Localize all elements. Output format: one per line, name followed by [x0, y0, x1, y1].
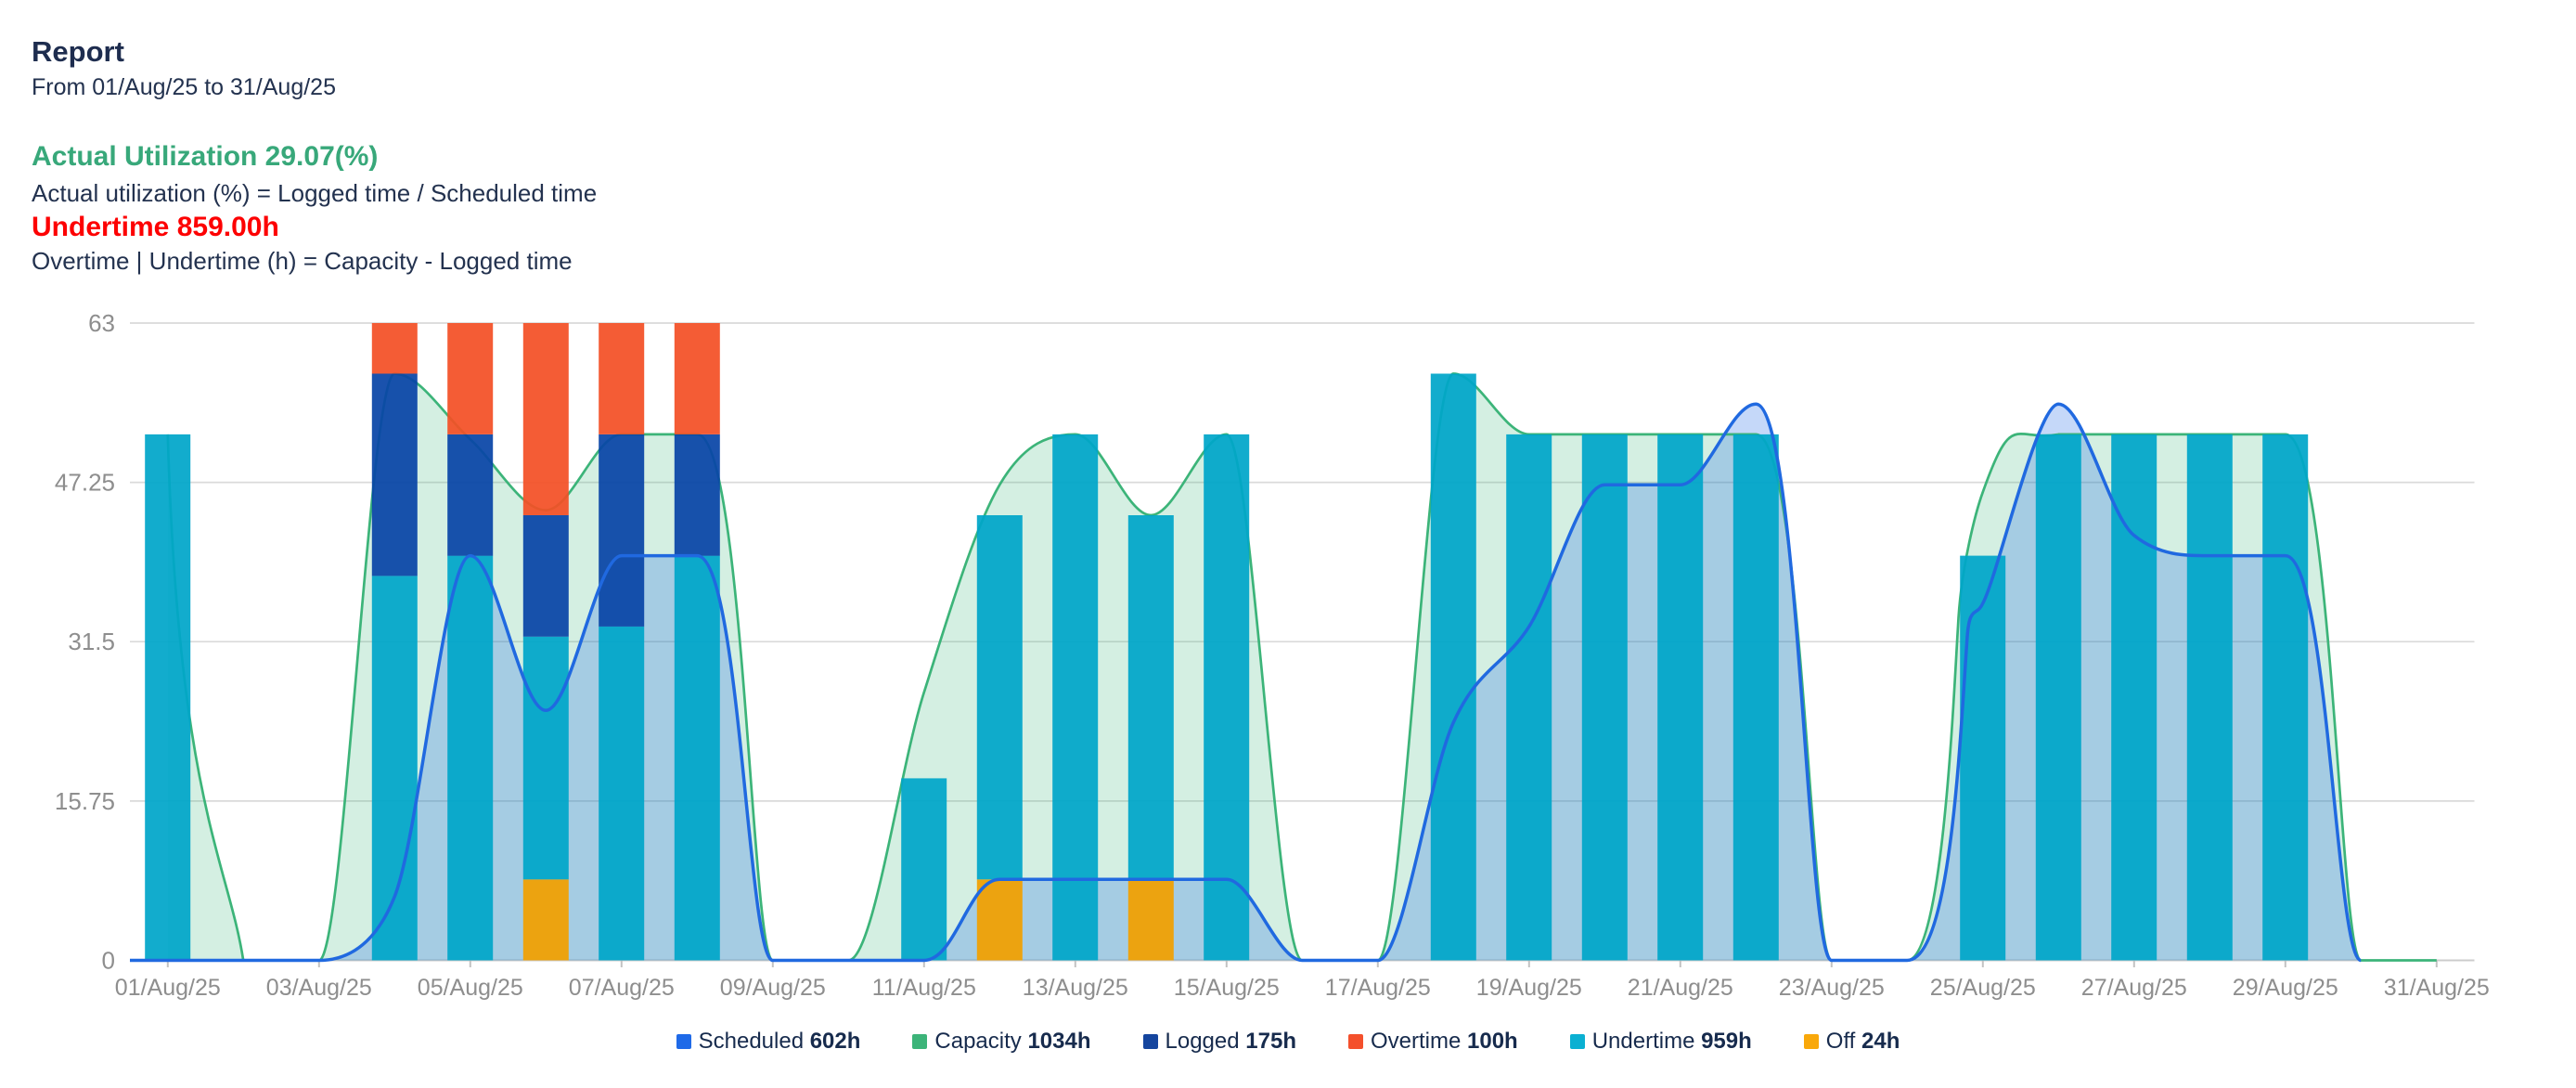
svg-text:25/Aug/25: 25/Aug/25 [1930, 975, 2036, 1001]
svg-text:19/Aug/25: 19/Aug/25 [1476, 975, 1582, 1001]
svg-text:21/Aug/25: 21/Aug/25 [1628, 975, 1733, 1001]
svg-text:27/Aug/25: 27/Aug/25 [2081, 975, 2187, 1001]
svg-text:23/Aug/25: 23/Aug/25 [1779, 975, 1885, 1001]
svg-text:03/Aug/25: 03/Aug/25 [266, 975, 372, 1001]
svg-text:05/Aug/25: 05/Aug/25 [418, 975, 523, 1001]
svg-text:0: 0 [102, 947, 115, 975]
svg-text:15/Aug/25: 15/Aug/25 [1174, 975, 1280, 1001]
svg-text:31.5: 31.5 [68, 628, 115, 655]
svg-text:47.25: 47.25 [55, 469, 115, 497]
svg-text:07/Aug/25: 07/Aug/25 [569, 975, 675, 1001]
svg-text:63: 63 [88, 309, 115, 337]
svg-text:01/Aug/25: 01/Aug/25 [115, 975, 221, 1001]
svg-text:09/Aug/25: 09/Aug/25 [720, 975, 826, 1001]
svg-text:29/Aug/25: 29/Aug/25 [2233, 975, 2338, 1001]
svg-text:31/Aug/25: 31/Aug/25 [2384, 975, 2490, 1001]
svg-text:15.75: 15.75 [55, 787, 115, 815]
svg-text:11/Aug/25: 11/Aug/25 [872, 975, 976, 1001]
svg-text:13/Aug/25: 13/Aug/25 [1023, 975, 1128, 1001]
svg-text:17/Aug/25: 17/Aug/25 [1325, 975, 1431, 1001]
